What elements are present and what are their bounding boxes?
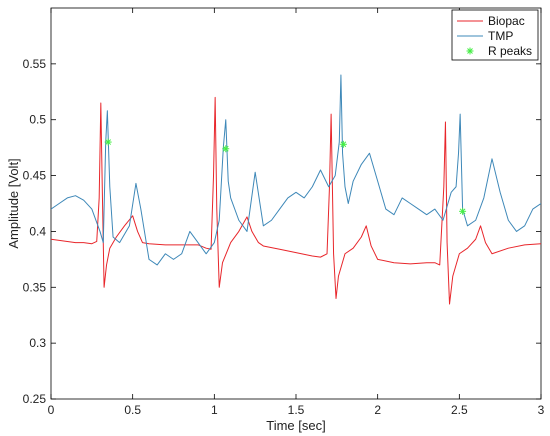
y-tick-label: 0.55: [23, 57, 47, 71]
legend: Biopac TMP R peaks: [451, 9, 539, 61]
legend-label-tmp: TMP: [488, 29, 513, 43]
x-tick-label: 0: [48, 403, 55, 417]
series-layer: [51, 74, 541, 305]
y-tick-label: 0.45: [23, 169, 47, 183]
x-tick-label: 2.5: [451, 403, 468, 417]
x-tick-label: 3: [538, 403, 545, 417]
r-peak-marker: [222, 145, 230, 153]
plot-area: [50, 7, 542, 400]
legend-label-r-peaks: R peaks: [488, 44, 532, 58]
y-tick-label: 0.25: [23, 392, 47, 406]
y-tick-label: 0.5: [29, 113, 46, 127]
x-axis-label: Time [sec]: [266, 418, 325, 433]
y-axis-label: Amplitude [Volt]: [6, 158, 21, 248]
series-line-biopac: [51, 96, 541, 305]
legend-label-biopac: Biopac: [488, 14, 525, 28]
legend-swatch-r-peaks: [466, 47, 474, 55]
y-tick-label: 0.3: [29, 336, 46, 350]
y-tick-label: 0.35: [23, 280, 47, 294]
y-tick-label: 0.4: [29, 224, 46, 238]
r-peak-marker: [104, 138, 112, 146]
x-tick-label: 1.5: [288, 403, 305, 417]
series-line-tmp: [51, 74, 541, 266]
x-tick-label: 2: [374, 403, 381, 417]
x-tick-label: 1: [211, 403, 218, 417]
axis-ticks: 0 0.5 1 1.5 2 2.5 3 0.25 0.3 0.35 0.4 0.45 0.5 0.55: [23, 8, 545, 417]
r-peak-marker: [459, 207, 467, 215]
x-tick-label: 0.5: [124, 403, 141, 417]
legend-box: [451, 9, 539, 61]
r-peak-marker: [339, 140, 347, 148]
